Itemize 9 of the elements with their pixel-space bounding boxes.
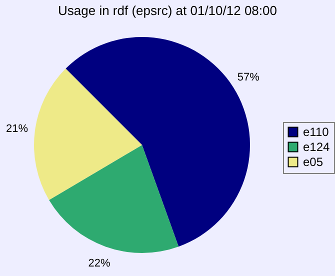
legend-label: e110	[303, 125, 330, 139]
legend-label: e124	[303, 140, 330, 154]
data-label: 57%	[237, 71, 260, 84]
pie-slice	[34, 68, 142, 200]
pie-slice	[49, 145, 179, 253]
data-label: 22%	[88, 258, 111, 270]
data-label: 21%	[6, 123, 28, 136]
chart-title: Usage in rdf (epsrc) at 01/10/12 08:00	[58, 3, 277, 18]
legend-label: e05	[303, 155, 324, 169]
